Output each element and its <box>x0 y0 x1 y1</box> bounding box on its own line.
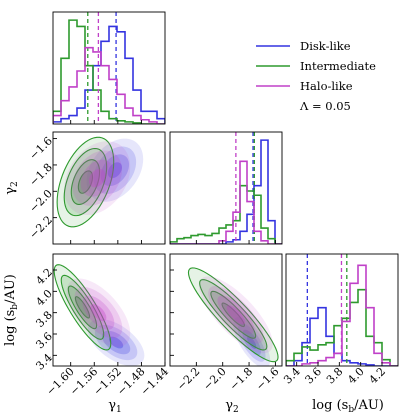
x-tick-label-logsb: 3.6 <box>303 365 325 387</box>
contour-g2s-0-3 <box>247 336 257 349</box>
x-tick-label-gamma2: −1.8 <box>227 365 255 393</box>
contour-g1g2-1-2 <box>70 159 101 205</box>
contour-g1g2-0-3 <box>107 162 122 179</box>
contour-g1g2-0-0 <box>86 138 144 202</box>
contour-g1s-2-1 <box>74 287 123 339</box>
panel-frame <box>52 11 166 125</box>
histogram-gamma2-halo-like <box>170 160 282 244</box>
x-tick-label-logsb: 3.4 <box>281 365 303 387</box>
contour-g1g2-1-0 <box>56 136 115 228</box>
x-tick-label-logsb: 4.0 <box>345 365 367 387</box>
contour-g1s-0-1 <box>94 324 138 361</box>
contour-g2s-2-2 <box>217 295 255 334</box>
y-axis-label-logsb: log (sb/AU) <box>3 274 20 346</box>
contour-g1g2-2-2 <box>80 159 114 197</box>
contour-g2s-0-1 <box>237 323 266 362</box>
contour-g1s-2-3 <box>90 304 107 322</box>
contour-g1g2-0-2 <box>100 154 130 187</box>
contour-g2s-2-1 <box>208 286 264 344</box>
contour-g1s-1-3 <box>74 296 91 319</box>
contour-g1s-0-3 <box>109 336 124 349</box>
panel-frame <box>169 131 283 245</box>
y-tick-label-logsb: 4.2 <box>33 266 55 288</box>
contour-panel-gamma1-logsb <box>53 264 145 366</box>
panel-frame <box>52 131 166 245</box>
x-tick-label-logsb: 4.2 <box>367 365 389 387</box>
contour-g2s-1-0 <box>187 267 279 363</box>
y-tick-label-logsb: 3.6 <box>33 330 55 352</box>
contour-g1s-0-0 <box>87 319 145 366</box>
legend: Disk-like Intermediate Halo-like Λ = 0.05 <box>256 39 376 113</box>
legend-label: Disk-like <box>300 39 351 53</box>
histogram-gamma1-disk-like <box>53 25 165 124</box>
histogram-logsb-halo-like <box>286 264 398 366</box>
contour-g1g2-1-3 <box>77 170 94 194</box>
contour-panel-gamma1-gamma2 <box>56 136 144 228</box>
contour-g1s-1-1 <box>60 274 105 340</box>
y-axis-label-gamma2: γ2 <box>3 181 20 195</box>
contour-g1s-0-2 <box>101 330 131 355</box>
histogram-panel-logsb <box>286 254 398 366</box>
legend-label: Intermediate <box>300 59 376 73</box>
contour-g2s-1-3 <box>221 302 246 328</box>
x-tick-label-logsb: 3.8 <box>324 365 346 387</box>
contour-g1g2-2-0 <box>64 141 131 216</box>
panel-frame <box>285 253 399 367</box>
panel-frame <box>169 253 283 367</box>
y-tick-label-gamma2: −2.2 <box>27 213 55 241</box>
histogram-panel-gamma1 <box>53 12 165 124</box>
contour-g1g2-1-1 <box>63 147 108 217</box>
contour-g2s-1-1 <box>199 279 268 351</box>
x-axis-label-logsb: log (sb/AU) <box>312 398 384 415</box>
contour-g1s-2-2 <box>82 295 115 330</box>
y-tick-label-logsb: 3.8 <box>33 308 55 330</box>
x-tick-label-gamma2: −2.2 <box>174 365 202 393</box>
legend-label: Halo-like <box>300 79 353 93</box>
contour-g1g2-2-3 <box>88 168 106 188</box>
histogram-gamma1-halo-like <box>53 46 165 124</box>
histogram-gamma1-intermediate <box>53 19 165 124</box>
y-tick-label-logsb: 4.0 <box>33 287 55 309</box>
y-tick-label-logsb: 3.4 <box>33 351 55 373</box>
contour-g2s-2-0 <box>198 276 273 354</box>
x-tick-label-gamma2: −2.0 <box>201 365 229 393</box>
x-axis-label-gamma2: γ2 <box>225 398 239 415</box>
contour-panel-gamma2-logsb <box>187 267 279 366</box>
x-tick-label-gamma2: −1.6 <box>253 365 281 393</box>
histogram-gamma2-intermediate <box>170 184 282 244</box>
legend-extra-text: Λ = 0.05 <box>299 99 351 113</box>
histogram-gamma2-disk-like <box>170 139 282 244</box>
y-tick-label-gamma2: −2.0 <box>27 187 55 215</box>
y-tick-label-gamma2: −1.8 <box>27 161 55 189</box>
contour-g2s-0-0 <box>233 316 271 366</box>
histogram-panel-gamma2 <box>170 132 282 244</box>
contour-g1s-1-0 <box>53 264 112 351</box>
contour-g2s-2-3 <box>226 305 246 325</box>
contour-g1s-2-0 <box>66 278 131 347</box>
panel-frame <box>52 253 166 367</box>
x-axis-label-gamma1: γ1 <box>108 398 122 415</box>
contour-g1g2-2-1 <box>72 150 122 206</box>
y-tick-label-gamma2: −1.6 <box>27 134 55 162</box>
